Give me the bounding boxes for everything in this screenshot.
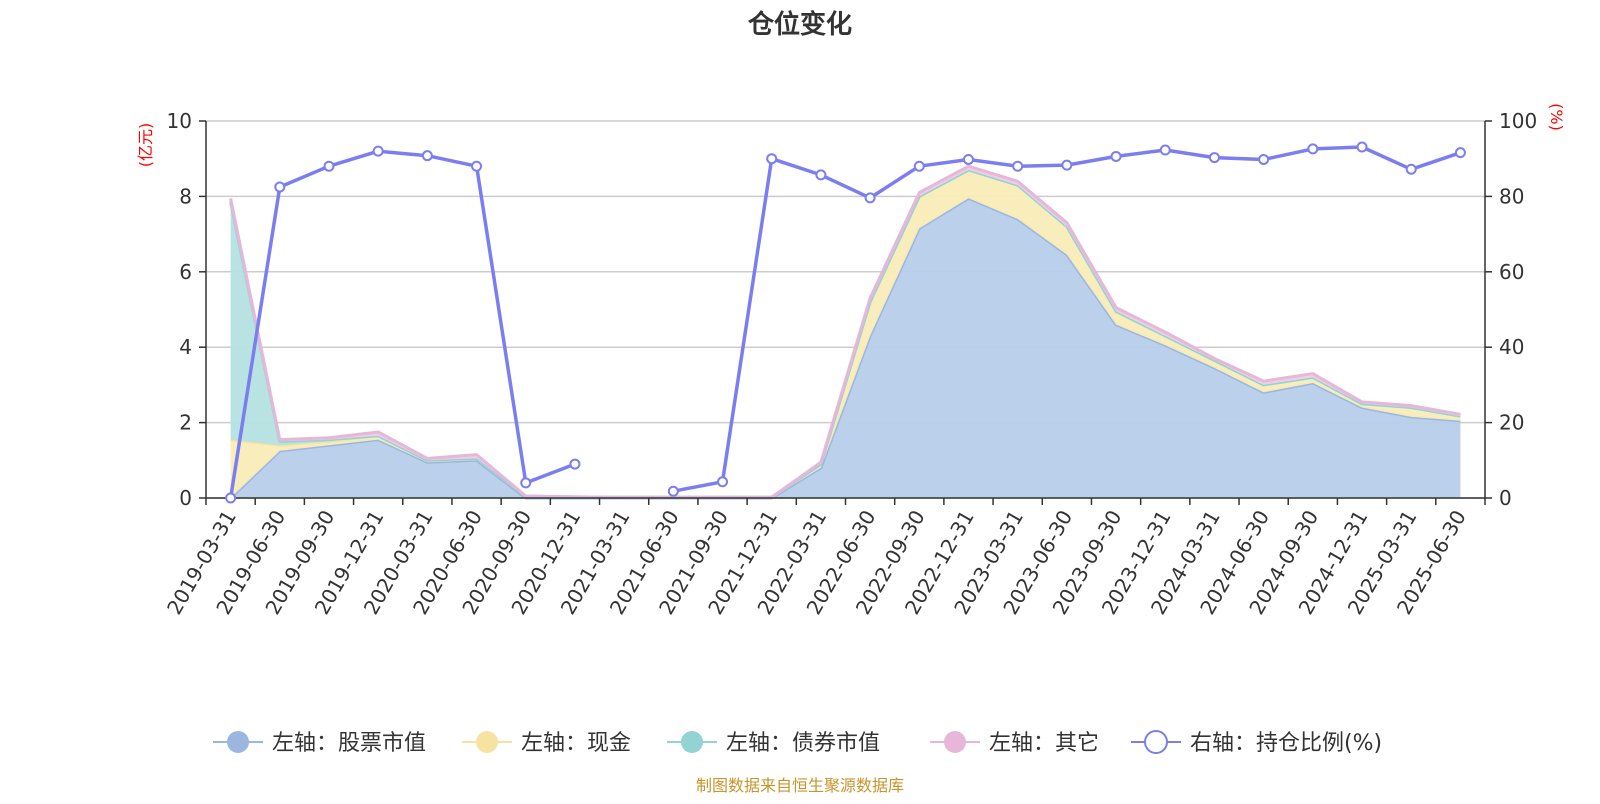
line-point [1356,141,1368,153]
right-axis-unit: (%) [1547,103,1566,131]
left-axis-tick-label: 4 [179,335,192,359]
left-axis-tick-label: 10 [167,109,192,133]
legend-label: 右轴：持仓比例(%) [1190,731,1382,756]
legend-label: 左轴：债券市值 [726,731,880,756]
area-左轴：股票市值 [230,198,1461,499]
line-point [1307,143,1319,155]
legend-label: 左轴：其它 [989,731,1099,756]
line-point [520,477,532,489]
line-point [1110,150,1122,162]
right-axis-tick-label: 20 [1499,411,1524,435]
line-point [421,150,433,162]
line-point [1405,163,1417,175]
line-point [717,476,729,488]
line-point [913,160,925,172]
line-point [1208,152,1220,164]
left-axis-tick-label: 2 [179,411,192,435]
legend-label: 左轴：现金 [521,731,631,756]
left-axis-tick-label: 0 [179,486,192,510]
line-point [1012,160,1024,172]
line-point [962,153,974,165]
legend-marker [227,731,249,753]
line-point [1061,159,1073,171]
right-axis-tick-label: 80 [1499,184,1524,208]
left-axis-unit: (亿元) [136,123,155,168]
line-point [1258,153,1270,165]
line-point [569,458,581,470]
line-point [274,181,286,193]
area-edge-左轴：其它 [229,164,1461,499]
line-point [864,192,876,204]
line-point [372,145,384,157]
right-axis-tick-label: 40 [1499,335,1524,359]
stacked-areas [229,164,1461,500]
line-point [1159,144,1171,156]
legend-label: 左轴：股票市值 [272,731,426,756]
legend: 左轴：股票市值 左轴：现金 左轴：债券市值 左轴：其它 右轴：持仓比例(%) [213,730,1382,756]
line-point [1454,147,1466,159]
data-source-note: 制图数据来自恒生聚源数据库 [696,776,904,795]
left-axis-tick-label: 6 [179,260,192,284]
line-point [766,153,778,165]
right-axis-tick-label: 0 [1499,486,1512,510]
legend-marker [944,731,966,753]
legend-marker [476,731,498,753]
left-axis-tick-label: 8 [179,184,192,208]
legend-marker [681,731,703,753]
line-point [471,160,483,172]
right-axis-tick-label: 100 [1499,109,1537,133]
position-ratio-line [225,141,1466,504]
line-point [225,492,237,504]
legend-marker [1144,730,1168,754]
line-point [323,160,335,172]
line-point [815,169,827,181]
right-axis-tick-label: 60 [1499,260,1524,284]
line-point [667,485,679,497]
chart-title: 仓位变化 [747,9,852,40]
